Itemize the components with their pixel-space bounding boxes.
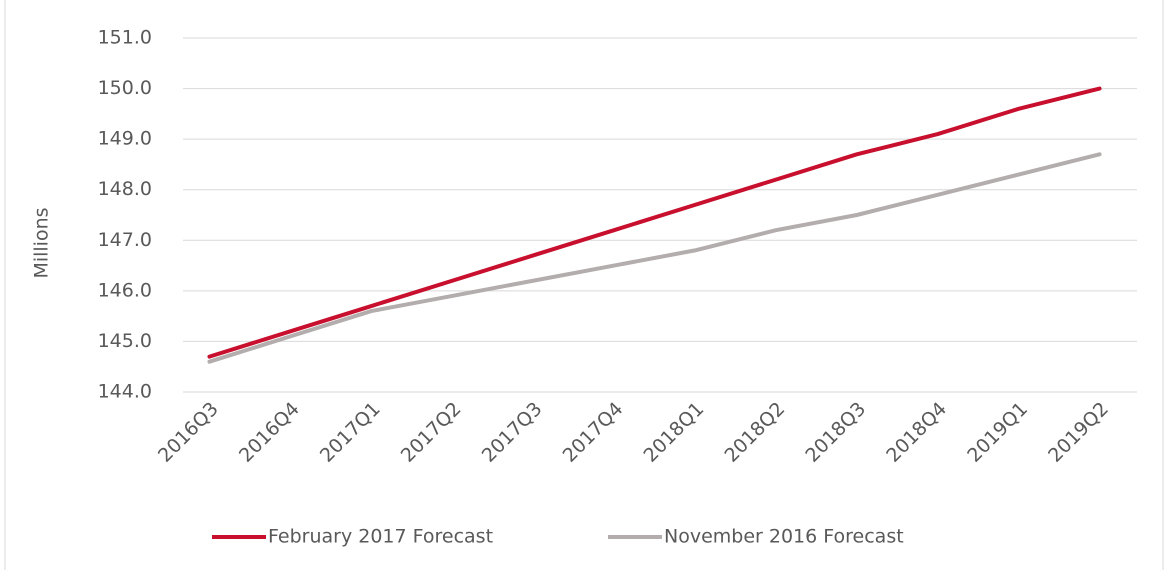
legend-label: February 2017 Forecast (268, 526, 493, 548)
y-tick-label: 149.0 (98, 128, 152, 150)
x-tick-label: 2017Q4 (559, 398, 628, 467)
x-tick-label: 2018Q2 (720, 398, 789, 467)
x-tick-label: 2017Q2 (397, 398, 466, 467)
x-tick-label: 2016Q3 (154, 398, 223, 467)
x-tick-label: 2018Q4 (882, 398, 951, 467)
series-line (207, 86, 1102, 359)
y-axis-label: Millions (31, 207, 53, 278)
y-tick-label: 148.0 (98, 178, 152, 200)
y-tick-label: 145.0 (98, 330, 152, 352)
x-tick-label: 2016Q4 (235, 398, 304, 467)
x-tick-label: 2019Q2 (1044, 398, 1113, 467)
x-tick-label: 2018Q3 (801, 398, 870, 467)
y-tick-label: 147.0 (98, 229, 152, 251)
y-tick-label: 151.0 (98, 27, 152, 49)
legend-label: November 2016 Forecast (664, 526, 904, 548)
y-tick-label: 146.0 (98, 279, 152, 301)
y-tick-label: 150.0 (98, 77, 152, 99)
series-line (207, 152, 1102, 364)
x-tick-label: 2018Q1 (640, 398, 709, 467)
x-tick-label: 2019Q1 (963, 398, 1032, 467)
x-tick-label: 2017Q1 (316, 398, 385, 467)
y-tick-label: 144.0 (98, 381, 152, 403)
chart-frame (4, 0, 1164, 570)
x-tick-label: 2017Q3 (478, 398, 547, 467)
